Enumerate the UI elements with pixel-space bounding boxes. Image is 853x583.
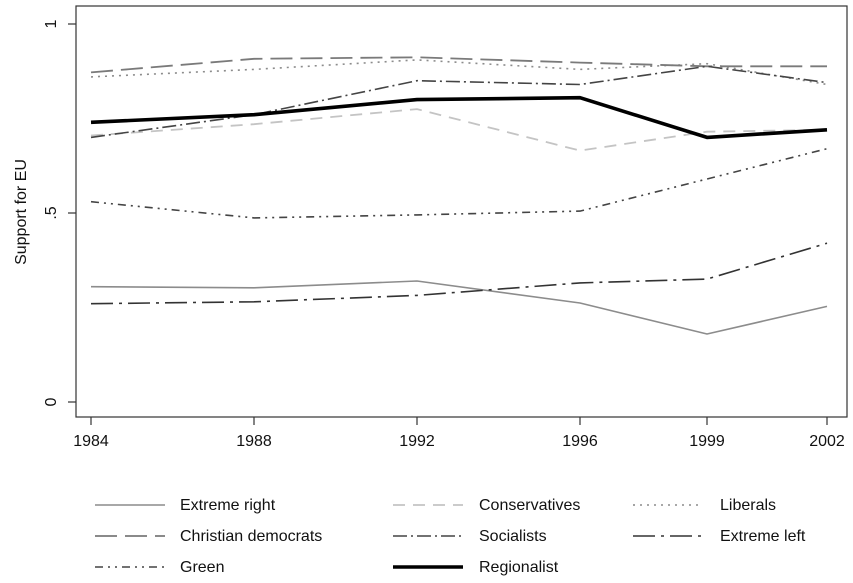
x-tick-label: 2002: [809, 433, 845, 450]
legend-label: Green: [180, 559, 224, 576]
x-tick-label: 1992: [399, 433, 435, 450]
x-tick-label: 1984: [73, 433, 109, 450]
legend: Extreme right Conservatives Liberals Christ…: [95, 497, 806, 576]
legend-label: Extreme right: [180, 497, 276, 514]
x-tick-label: 1996: [562, 433, 598, 450]
x-tick-label: 1988: [236, 433, 272, 450]
series-line-green: [90, 147, 828, 219]
y-tick-label: 0: [43, 397, 60, 406]
legend-label: Christian democrats: [180, 528, 322, 545]
series-line-regionalist: [90, 95, 828, 140]
legend-label: Liberals: [720, 497, 776, 514]
legend-label: Extreme left: [720, 528, 806, 545]
y-tick-label: 1: [43, 19, 60, 28]
legend-label: Socialists: [479, 528, 547, 545]
legend-label: Conservatives: [479, 497, 580, 514]
x-axis: 1984 1988 1992 1996 1999 2002: [73, 417, 845, 450]
series-line-extreme-right: [90, 280, 828, 335]
series-line-extreme-left: [90, 242, 828, 305]
y-axis-title: Support for EU: [13, 159, 30, 265]
series-line-christian-democrats: [90, 56, 827, 74]
plot-frame: [75, 5, 848, 418]
y-tick-label: .5: [43, 206, 60, 219]
series-line-conservatives: [90, 108, 828, 152]
legend-label: Regionalist: [479, 559, 559, 576]
x-tick-label: 1999: [689, 433, 725, 450]
series-line-socialists: [90, 65, 828, 139]
series-lines: [90, 56, 828, 335]
y-axis: 0.51: [43, 19, 76, 406]
